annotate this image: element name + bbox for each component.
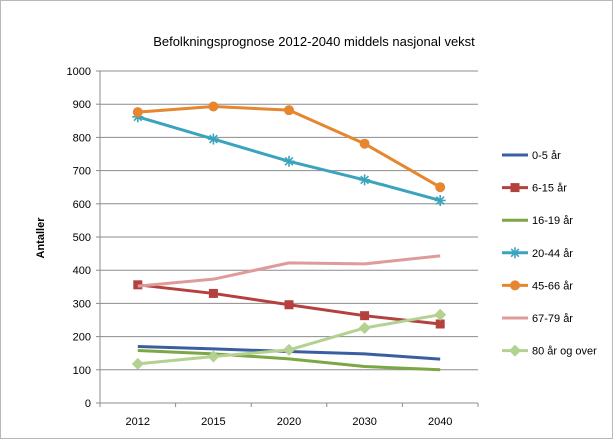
legend-label: 45-66 år [532,280,573,292]
legend-item: 16-19 år [502,215,573,227]
data-point [284,300,294,310]
y-tick-label: 500 [73,232,91,244]
legend-label: 16-19 år [532,215,573,227]
data-point [360,311,370,321]
legend-marker [510,183,520,193]
series-3 [137,349,441,372]
legend-marker [509,247,521,259]
legend: 0-5 år 6-15 år 16-19 år 20-44 år 45-66 år 67-… [502,150,597,358]
legend-item: 45-66 år [502,280,573,292]
legend-label: 67-79 år [532,313,573,325]
series-line [137,349,441,372]
data-point [434,194,446,206]
legend-label: 80 år og over [532,346,597,358]
series-7 [131,308,447,370]
data-point [208,101,219,112]
x-tick-label: 2015 [201,416,225,428]
legend-marker [509,344,521,357]
data-point [359,138,370,149]
y-tick-label: 0 [85,398,91,410]
legend-item: 67-79 år [502,313,573,325]
y-tick-label: 800 [73,132,91,144]
legend-label: 6-15 år [532,183,567,195]
y-tick-label: 300 [73,298,91,310]
data-point [358,321,371,334]
legend-label: 20-44 år [532,248,573,260]
legend-item: 20-44 år [502,247,573,260]
legend-label: 0-5 år [532,150,561,162]
y-tick-label: 900 [73,99,91,111]
series-line [137,254,441,288]
data-point [208,288,218,298]
data-point [207,133,219,145]
series-line [137,105,441,189]
legend-item: 0-5 år [502,150,561,162]
chart-title: Befolkningsprognose 2012-2040 middels na… [153,34,475,49]
data-point [434,308,447,321]
data-point [283,343,295,356]
y-tick-label: 100 [73,365,91,377]
series-4 [132,111,446,206]
legend-marker [510,280,520,291]
series-5 [132,101,446,193]
data-point [132,107,143,118]
x-tick-label: 2012 [126,416,150,428]
y-tick-label: 400 [73,265,91,277]
x-tick-label: 2020 [277,416,301,428]
data-point [207,350,220,363]
series-6 [137,254,441,288]
data-point [283,155,295,167]
axes: 0 100 200 300 400 500 600 700 800 900 1000 2012 2015… [67,66,479,428]
legend-item: 80 år og over [502,344,597,358]
data-point [435,319,445,329]
y-tick-label: 200 [73,332,91,344]
data-point [284,105,294,116]
x-tick-label: 2040 [428,416,452,428]
x-tick-label: 2030 [352,416,376,428]
series-lines [131,101,447,372]
gridlines [100,70,478,371]
y-tick-label: 700 [73,166,91,178]
y-tick-label: 600 [73,199,91,211]
data-point [435,182,446,193]
y-axis-label: Antaller [35,217,47,259]
data-point [131,357,144,370]
data-point [359,174,371,186]
legend-item: 6-15 år [502,183,567,195]
y-tick-label: 1000 [67,66,91,78]
